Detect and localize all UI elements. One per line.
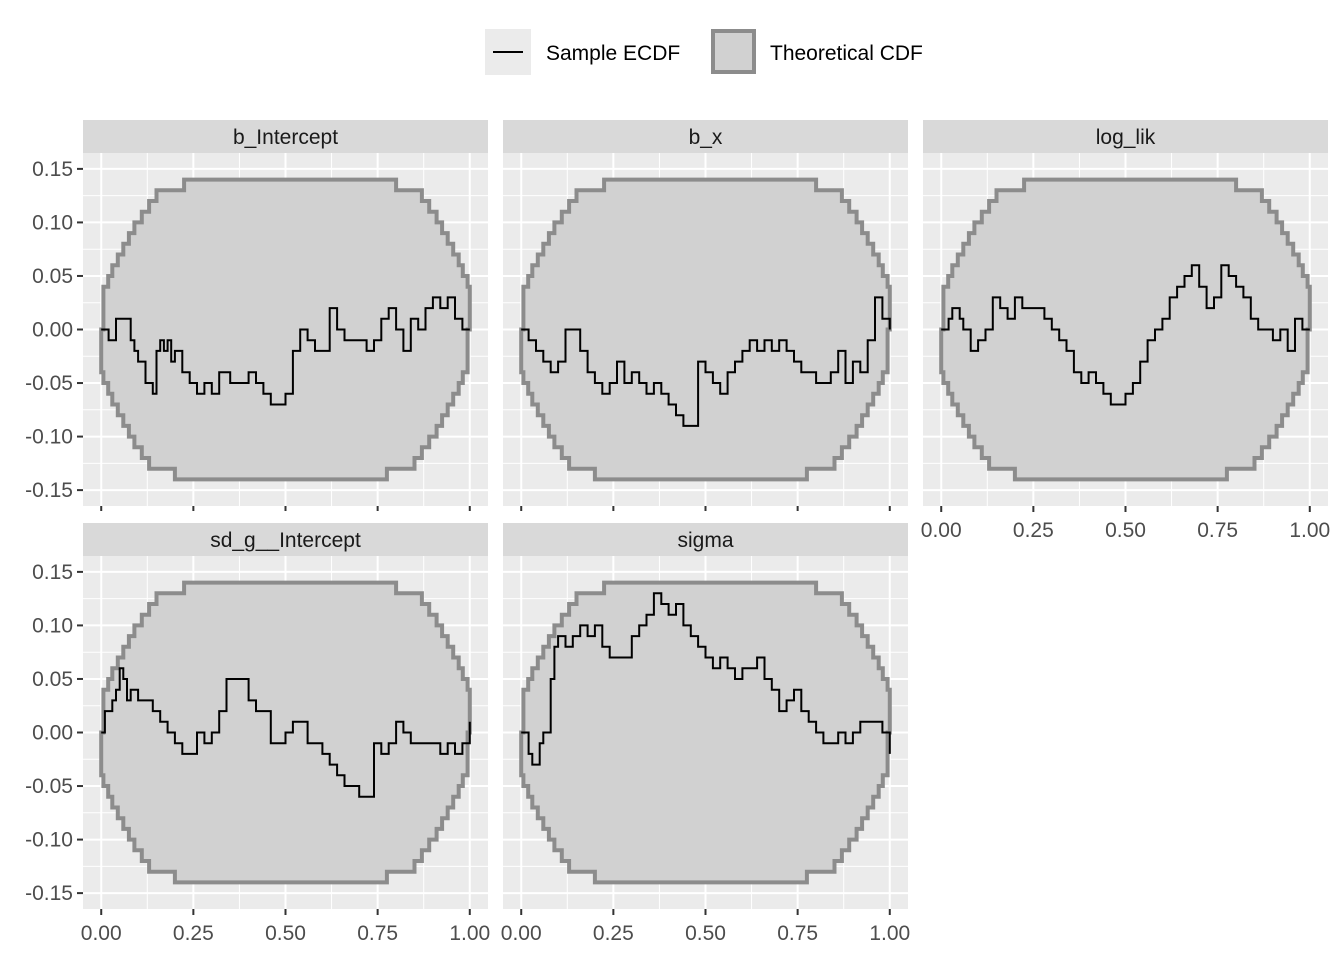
strip-background (503, 120, 908, 153)
y-tick-label: 0.10 (32, 614, 73, 637)
sample-ecdf-line (521, 296, 891, 427)
x-tick-label: 0.25 (1013, 519, 1054, 542)
y-tick-label: 0.00 (32, 722, 73, 745)
strip-title: b_x (689, 126, 723, 149)
x-tick-label: 0.75 (777, 922, 818, 945)
x-tick-label: 1.00 (869, 922, 910, 945)
sample-ecdf-line (101, 296, 470, 406)
strip-title: sd_g__Intercept (210, 529, 361, 552)
strip-background (503, 523, 908, 556)
y-tick-label: -0.15 (25, 882, 73, 905)
sample-ecdf-line (521, 592, 891, 766)
strip-background (83, 120, 488, 153)
x-tick-label: 0.50 (685, 922, 726, 945)
x-tick-label: 0.00 (501, 922, 542, 945)
facet-panel-b-intercept: b_Intercept -0.15 -0.10 -0.05 0.00 0.05 0.10 0.… (25, 120, 488, 511)
strip-background (83, 523, 488, 556)
strip-background (923, 120, 1328, 153)
y-tick-label: -0.05 (25, 775, 73, 798)
theoretical-cdf-band (939, 177, 1312, 482)
x-tick-label: 0.25 (173, 922, 214, 945)
x-tick-label: 0.00 (81, 922, 122, 945)
y-tick-label: 0.15 (32, 158, 73, 181)
x-tick-label: 0.50 (265, 922, 306, 945)
strip-title: log_lik (1096, 126, 1156, 149)
x-tick-label: 0.00 (921, 519, 962, 542)
y-tick-label: 0.10 (32, 211, 73, 234)
facet-panel-b-x: b_x (503, 120, 908, 511)
sample-ecdf-line (941, 264, 1310, 406)
y-tick-label: -0.05 (25, 372, 73, 395)
y-tick-label: 0.00 (32, 319, 73, 342)
facet-panel-sigma: sigma 0.00 0.25 0.50 0.75 1.00 (501, 523, 910, 945)
y-tick-label: 0.05 (32, 265, 73, 288)
x-tick-label: 0.75 (357, 922, 398, 945)
facet-panels: b_Intercept -0.15 -0.10 -0.05 0.00 0.05 0.10 0.… (25, 120, 1330, 945)
x-tick-label: 0.50 (1105, 519, 1146, 542)
y-tick-label: -0.10 (25, 829, 73, 852)
y-tick-label: 0.05 (32, 668, 73, 691)
y-tick-label: 0.15 (32, 561, 73, 584)
theoretical-cdf-band (99, 177, 472, 482)
facet-panel-sd-g-intercept: sd_g__Intercept -0.15 -0.10 -0.05 0.00 0.05 0.… (25, 523, 490, 945)
strip-title: b_Intercept (233, 126, 338, 149)
legend-label-theoretical-cdf: Theoretical CDF (770, 42, 923, 65)
legend: Sample ECDF Theoretical CDF (485, 29, 923, 75)
x-tick-label: 0.25 (593, 922, 634, 945)
x-tick-label: 1.00 (449, 922, 490, 945)
legend-label-sample-ecdf: Sample ECDF (546, 42, 680, 65)
x-tick-label: 1.00 (1289, 519, 1330, 542)
strip-title: sigma (677, 529, 733, 552)
y-tick-label: -0.15 (25, 479, 73, 502)
legend-key-theoretical-cdf (711, 29, 756, 74)
sample-ecdf-line (101, 667, 471, 798)
y-tick-label: -0.10 (25, 426, 73, 449)
facet-panel-log-lik: log_lik 0.00 0.25 0.50 0.75 1.00 (921, 120, 1330, 542)
theoretical-cdf-band (519, 580, 892, 885)
x-tick-label: 0.75 (1197, 519, 1238, 542)
